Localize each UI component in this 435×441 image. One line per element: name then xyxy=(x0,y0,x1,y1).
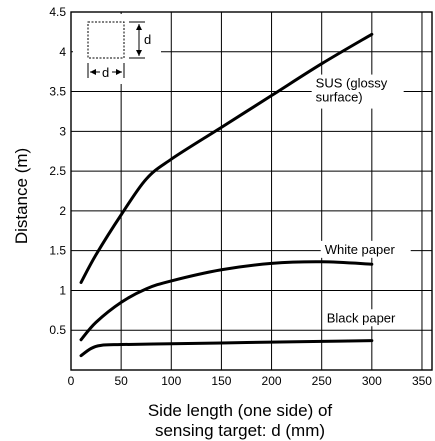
y-tick-label-1: 1 xyxy=(59,283,66,297)
series-label-sus-glossy-surface-0: SUS (glossy xyxy=(316,76,388,91)
y-tick-label-5: 3 xyxy=(59,124,66,138)
inset-label-vertical: d xyxy=(144,32,151,47)
x-tick-label-0: 0 xyxy=(68,374,75,388)
grid xyxy=(71,11,432,370)
x-tick-label-4: 200 xyxy=(262,374,282,388)
x-axis-label-line2: sensing target: d (mm) xyxy=(155,421,325,440)
series-group xyxy=(79,32,374,358)
x-tick-label-1: 50 xyxy=(114,374,128,388)
series-label-bg-white-paper xyxy=(320,240,411,258)
series-label-sus-glossy-surface-1: surface) xyxy=(316,90,363,105)
plot-border xyxy=(70,11,433,371)
tick-labels: 0.5 1 1.5 2 2.5 3 3.5 4 4.5 0 50 100 150 200 250 300 350 xyxy=(49,5,432,388)
y-tick-label-6: 3.5 xyxy=(49,85,66,99)
series-line-black-paper xyxy=(79,339,374,358)
x-tick-label-3: 150 xyxy=(211,374,231,388)
y-tick-label-7: 4 xyxy=(59,45,66,59)
x-axis-label-line1: Side length (one side) of xyxy=(148,401,333,420)
x-tick-label-5: 250 xyxy=(312,374,332,388)
plot-frame xyxy=(70,11,433,371)
target-size-inset-icon: d d xyxy=(87,21,151,80)
series-line-sus-glossy-surface xyxy=(79,32,374,284)
x-tick-label-6: 300 xyxy=(362,374,382,388)
y-tick-label-2: 1.5 xyxy=(49,244,66,258)
y-tick-label-0: 0.5 xyxy=(49,323,66,337)
series-label-white-paper-0: White paper xyxy=(325,242,396,257)
series-label-black-paper-0: Black paper xyxy=(327,310,396,325)
inset-label-horizontal: d xyxy=(102,65,109,80)
series-label-bg-black-paper xyxy=(322,309,413,327)
y-tick-label-4: 2.5 xyxy=(49,164,66,178)
y-axis-label: Distance (m) xyxy=(12,148,31,244)
series-line-white-paper xyxy=(79,260,374,342)
y-tick-label-8: 4.5 xyxy=(49,5,66,19)
x-tick-label-2: 100 xyxy=(161,374,181,388)
series-label-bg-sus-glossy-surface xyxy=(311,74,404,109)
x-tick-label-7: 350 xyxy=(412,374,432,388)
y-tick-label-3: 2 xyxy=(59,204,66,218)
